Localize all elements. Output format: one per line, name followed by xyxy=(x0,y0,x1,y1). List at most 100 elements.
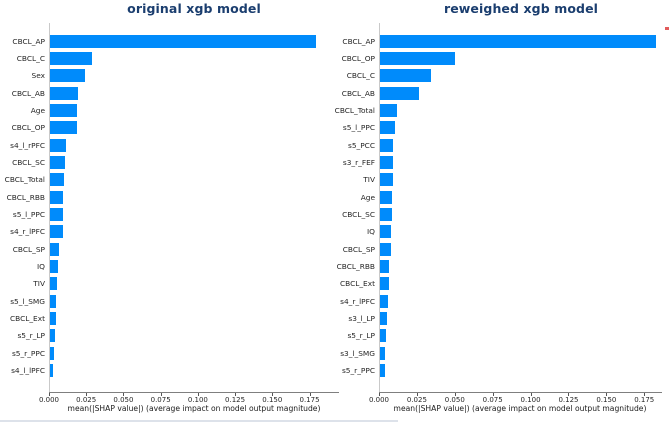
red-artifact-mark xyxy=(665,27,669,30)
shap-bar xyxy=(380,51,455,65)
y-tick-label: s5_r_LP xyxy=(17,331,45,341)
y-tick-label: CBCL_Ext xyxy=(339,279,375,289)
y-tick-label: TIV xyxy=(33,279,45,289)
y-tick-label: Age xyxy=(30,105,45,115)
y-tick-label: CBCL_Total xyxy=(334,105,375,115)
shap-bar xyxy=(380,155,393,169)
shap-bar xyxy=(380,121,395,135)
x-tick-mark xyxy=(454,393,456,396)
shap-bar xyxy=(50,155,65,169)
x-tick-mark xyxy=(530,393,532,396)
shap-bar xyxy=(380,311,387,325)
y-tick-label: CBCL_RBB xyxy=(336,261,375,271)
x-tick-label: 0.150 xyxy=(262,396,283,404)
x-tick-mark xyxy=(379,393,380,396)
x-tick-label: 0.125 xyxy=(558,396,579,404)
y-tick-label: s3_r_FEF xyxy=(342,157,375,167)
x-tick-mark xyxy=(568,393,570,396)
shap-bar xyxy=(380,277,389,291)
x-tick-mark xyxy=(197,393,199,396)
y-tick-label: s5_l_PPC xyxy=(342,123,375,133)
x-tick-label: 0.050 xyxy=(113,396,134,404)
x-tick-label: 0.100 xyxy=(520,396,541,404)
y-tick-label: s3_l_LP xyxy=(348,313,375,323)
shap-bar xyxy=(380,34,656,48)
x-axis-spine xyxy=(49,392,339,393)
x-tick-label: 0.075 xyxy=(150,396,171,404)
shap-bar xyxy=(380,190,392,204)
x-axis-label-reweighed: mean(|SHAP value|) (average impact on mo… xyxy=(393,404,647,413)
x-tick-mark xyxy=(123,393,125,396)
shap-bar xyxy=(50,190,63,204)
shap-bar xyxy=(380,364,385,377)
y-tick-label: s3_l_SMG xyxy=(340,348,375,358)
shap-bar xyxy=(380,329,386,343)
x-tick-label: 0.050 xyxy=(444,396,465,404)
y-tick-label: CBCL_AB xyxy=(341,88,375,98)
shap-bar xyxy=(50,69,85,83)
x-tick-mark xyxy=(160,393,162,396)
shap-bar xyxy=(50,103,77,117)
shap-bar xyxy=(380,294,388,308)
y-tick-label: CBCL_Ext xyxy=(9,313,45,323)
shap-bar xyxy=(50,51,92,65)
x-tick-label: 0.025 xyxy=(76,396,97,404)
y-tick-label: CBCL_C xyxy=(16,53,45,63)
shap-bar xyxy=(50,34,316,48)
y-tick-label: CBCL_OP xyxy=(11,123,45,133)
x-axis-label-original: mean(|SHAP value|) (average impact on mo… xyxy=(67,404,321,413)
shap-bar xyxy=(380,173,393,187)
shap-bar xyxy=(50,173,64,187)
x-tick-label: 0.000 xyxy=(38,396,60,404)
chart-title-original: original xgb model xyxy=(127,1,261,16)
y-tick-label: TIV xyxy=(363,175,375,185)
x-tick-label: 0.175 xyxy=(634,396,655,404)
x-tick-mark xyxy=(309,393,311,396)
y-tick-label: Age xyxy=(360,192,375,202)
shap-bar xyxy=(50,259,58,273)
shap-bar xyxy=(50,329,55,343)
y-tick-label: IQ xyxy=(367,227,375,237)
y-tick-label: Sex xyxy=(31,71,45,81)
x-tick-label: 0.125 xyxy=(225,396,246,404)
shap-bar xyxy=(380,86,419,100)
y-tick-label: s5_r_PPC xyxy=(341,366,375,375)
shap-bar xyxy=(380,346,385,360)
x-tick-label: 0.025 xyxy=(406,396,427,404)
shap-bar xyxy=(50,277,57,291)
shap-bar xyxy=(380,69,431,83)
y-tick-label: CBCL_SC xyxy=(342,209,375,219)
x-tick-mark xyxy=(416,393,418,396)
shap-bar xyxy=(50,225,63,239)
x-tick-mark xyxy=(606,393,608,396)
y-tick-label: s5_r_PPC xyxy=(11,348,45,358)
shap-bar xyxy=(50,207,63,221)
chart-title-reweighed: reweighed xgb model xyxy=(443,1,599,16)
y-tick-label: CBCL_SC xyxy=(12,157,45,167)
x-tick-label: 0.150 xyxy=(596,396,617,404)
y-tick-label: IQ xyxy=(37,261,45,271)
shap-bar xyxy=(380,242,391,256)
x-axis-spine xyxy=(379,392,662,393)
y-tick-label: s5_l_SMG xyxy=(10,296,45,306)
x-tick-mark xyxy=(492,393,494,396)
shap-bar xyxy=(380,103,397,117)
y-tick-label: CBCL_AP xyxy=(342,36,375,46)
y-tick-label: CBCL_RBB xyxy=(6,192,45,202)
shap-bar xyxy=(50,138,66,152)
y-tick-label: s4_r_lPFC xyxy=(10,227,45,237)
shap-bar xyxy=(380,138,393,152)
y-tick-label: s5_l_PPC xyxy=(12,209,45,219)
y-tick-label: CBCL_OP xyxy=(341,53,375,63)
y-tick-label: CBCL_Total xyxy=(4,175,45,185)
y-tick-label: s5_r_LP xyxy=(347,331,375,341)
x-tick-label: 0.000 xyxy=(368,396,390,404)
y-tick-label: s5_PCC xyxy=(347,140,375,150)
y-tick-label: s4_l_rPFC xyxy=(10,140,45,150)
shap-bar xyxy=(50,242,59,256)
x-tick-mark xyxy=(235,393,237,396)
x-tick-label: 0.075 xyxy=(482,396,503,404)
y-tick-label: CBCL_SP xyxy=(342,244,375,254)
y-tick-label: s4_r_lPFC xyxy=(340,296,375,306)
